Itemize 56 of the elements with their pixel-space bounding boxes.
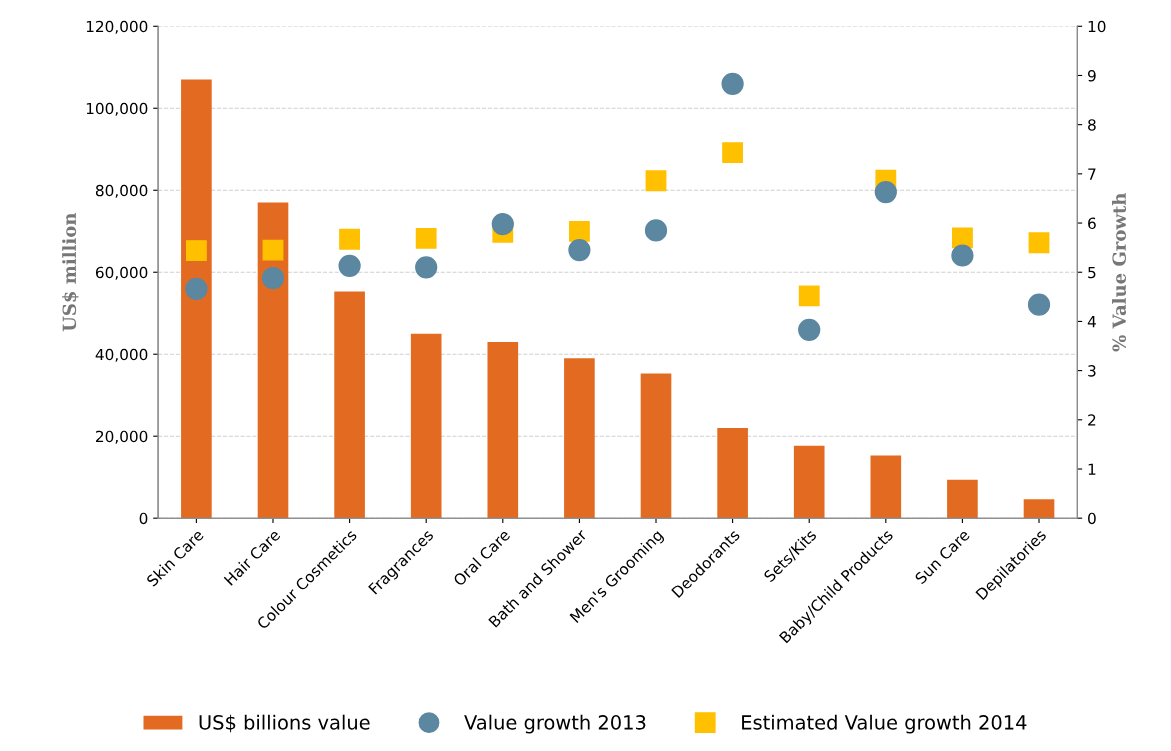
point (798, 318, 821, 341)
bar (947, 479, 978, 519)
y2-tick-label: 4 (1087, 316, 1096, 328)
bar (334, 291, 365, 519)
point (415, 227, 437, 249)
point (338, 254, 361, 277)
y-tick-label: 100,000 (86, 102, 148, 116)
legend-label: Estimated Value growth 2014 (742, 714, 1027, 734)
y2-tick-label: 2 (1088, 414, 1096, 426)
bar (410, 333, 442, 519)
point (568, 220, 590, 242)
y-tick-label: 80,000 (95, 184, 148, 198)
point (644, 219, 668, 242)
point (951, 244, 974, 267)
point (722, 142, 744, 164)
y-tick-label: 60,000 (95, 266, 148, 280)
y-tick-label: 20,000 (96, 430, 148, 444)
y2-tick-label: 9 (1088, 69, 1096, 82)
point (491, 212, 514, 236)
point (339, 228, 361, 250)
point (261, 267, 285, 290)
y2-tick-label: 7 (1088, 168, 1096, 180)
bar (640, 373, 672, 519)
point (1027, 293, 1051, 316)
bar (257, 202, 289, 519)
point (721, 72, 744, 95)
point (185, 277, 208, 301)
point (415, 256, 438, 279)
bar (1023, 499, 1055, 519)
y2-tick-label: 0 (1088, 512, 1096, 525)
y2-tick-label: 3 (1088, 365, 1096, 377)
bar (870, 455, 902, 519)
y2-tick-label: 1 (1088, 463, 1096, 475)
point (568, 238, 591, 262)
point (645, 170, 667, 192)
bar (487, 341, 519, 519)
bar (181, 79, 212, 519)
y-tick-label: 0 (139, 512, 148, 525)
point (262, 239, 284, 261)
point (798, 285, 820, 307)
y2-tick-label: 8 (1088, 119, 1096, 131)
legend-label: US$ billions value (199, 714, 370, 733)
y2-tick-label: 10 (1088, 20, 1106, 33)
point (1028, 232, 1050, 254)
point (874, 180, 897, 204)
y-axis-title: US$ million (62, 212, 79, 332)
bar (717, 428, 748, 519)
bar (564, 358, 595, 519)
y-tick-label: 40,000 (95, 348, 148, 362)
y2-tick-label: 5 (1088, 266, 1096, 279)
y2-tick-label: 6 (1088, 217, 1096, 230)
y-tick-label: 120,000 (86, 20, 148, 34)
bar (793, 445, 825, 519)
legend-label: Value growth 2013 (464, 714, 646, 734)
point (185, 240, 207, 262)
y2-axis-title: % Value Growth (1112, 193, 1127, 352)
